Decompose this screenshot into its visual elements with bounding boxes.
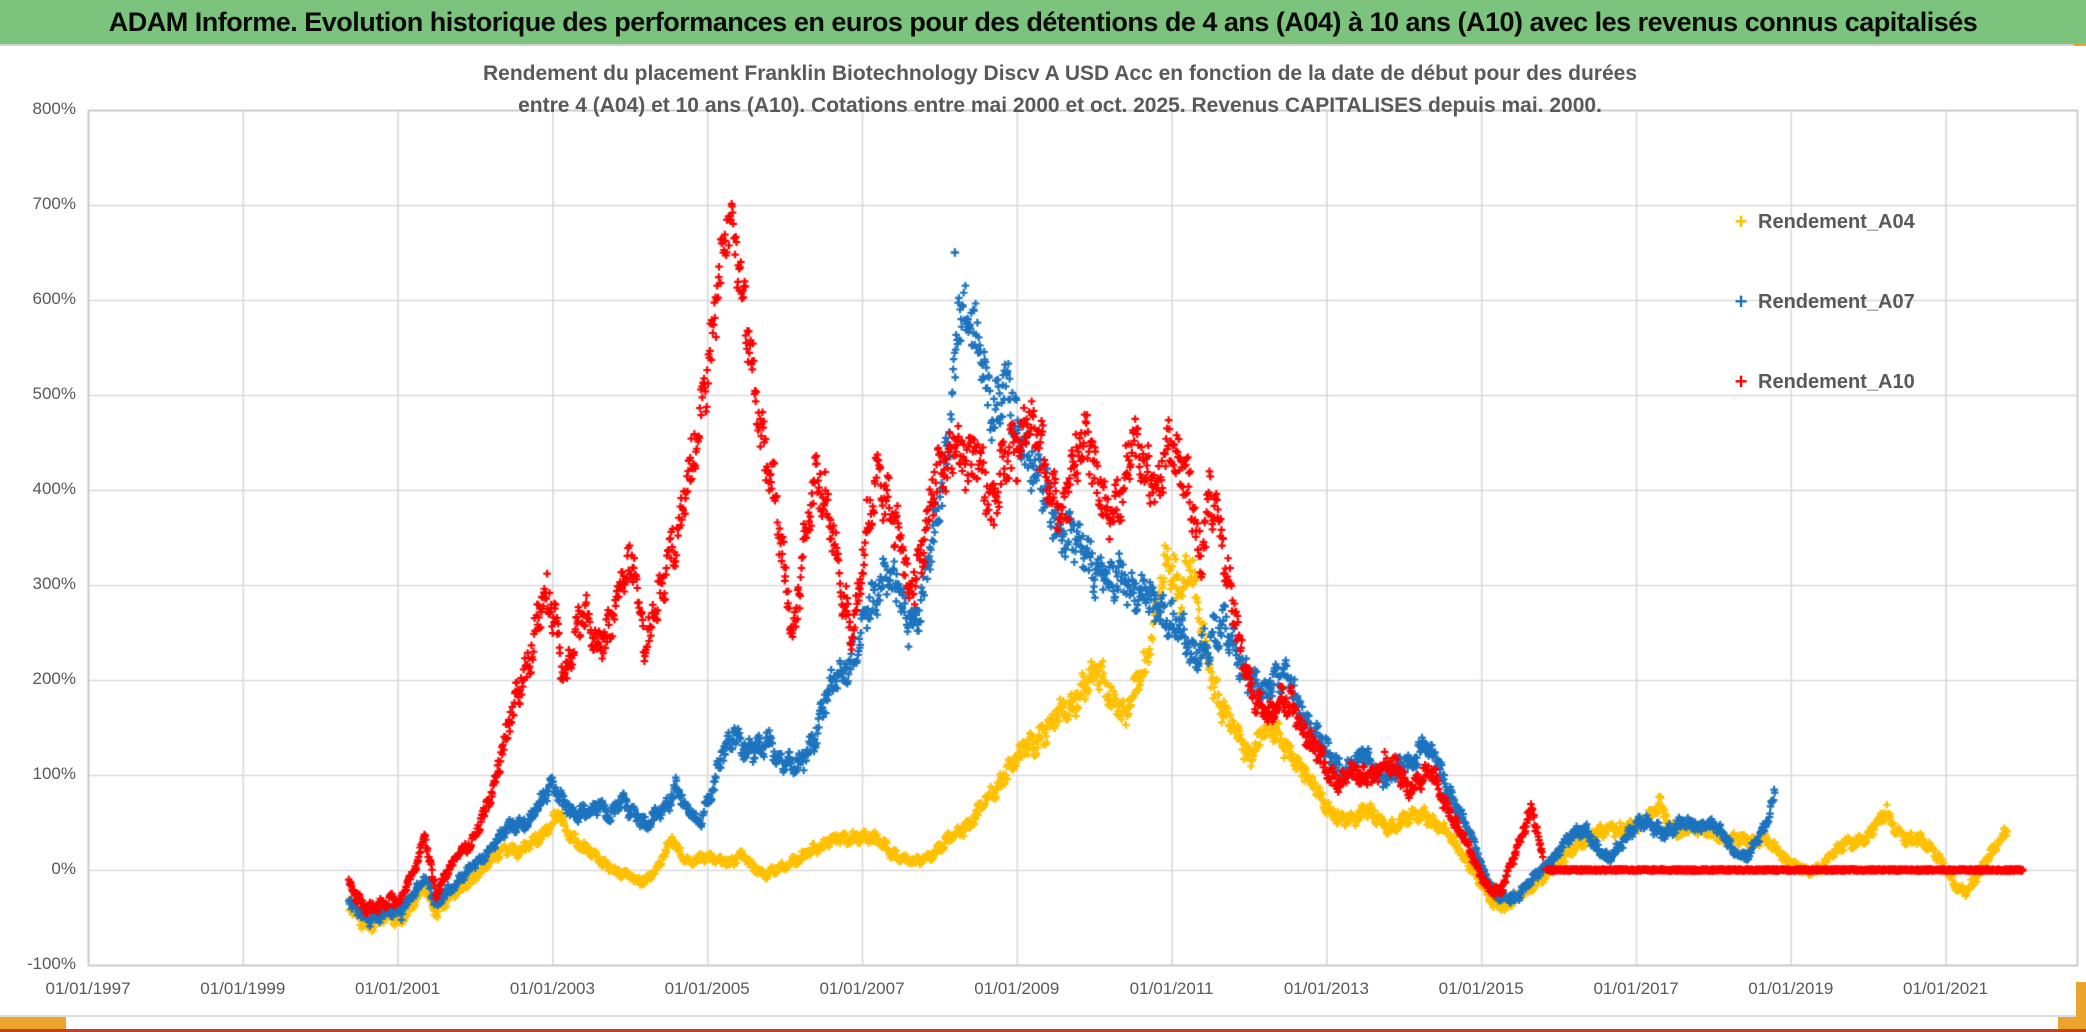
x-axis-tick-label: 01/01/2011 — [1129, 979, 1214, 998]
x-axis-tick-label: 01/01/2007 — [819, 979, 905, 998]
y-axis-tick-label: 0% — [51, 859, 76, 878]
y-axis-tick-label: 800% — [32, 99, 76, 118]
chart-title-line1: Rendement du placement Franklin Biotechn… — [482, 62, 1638, 85]
y-axis-tick-label: 400% — [32, 479, 76, 498]
x-axis-tick-label: 01/01/2017 — [1593, 979, 1679, 998]
bottom-divider — [0, 1015, 2086, 1017]
page-title: ADAM Informe. Evolution historique des p… — [108, 6, 1978, 37]
gold-accent-right-edge — [2076, 982, 2086, 1030]
y-axis-tick-label: 300% — [32, 574, 76, 593]
legend-label: Rendement_A07 — [1758, 290, 1915, 313]
y-axis-tick-label: -100% — [26, 954, 76, 973]
gold-accent-bottom-left — [0, 1017, 66, 1030]
y-axis-tick-label: 600% — [32, 289, 76, 308]
y-axis-tick-label: 100% — [32, 764, 76, 783]
x-axis-tick-label: 01/01/2005 — [664, 979, 750, 998]
x-axis-tick-label: 01/01/2009 — [974, 979, 1060, 998]
x-axis-tick-label: 01/01/2003 — [509, 979, 595, 998]
legend-item-rendement-a04: + Rendement_A04 — [1728, 206, 1915, 238]
x-axis-tick-label: 01/01/2001 — [355, 979, 441, 998]
chart-region: Rendement du placement Franklin Biotechn… — [0, 46, 2086, 1016]
header-banner: ADAM Informe. Evolution historique des p… — [0, 0, 2086, 46]
legend-label: Rendement_A10 — [1758, 370, 1915, 393]
legend-item-rendement-a07: + Rendement_A07 — [1728, 286, 1915, 318]
y-axis-tick-label: 500% — [32, 384, 76, 403]
plus-marker-icon: + — [1734, 209, 1748, 234]
bottom-border-line — [0, 1029, 2086, 1032]
plus-marker-icon: + — [1734, 289, 1748, 314]
x-axis-tick-label: 01/01/2019 — [1748, 979, 1834, 998]
performance-scatter-chart — [0, 46, 2086, 1016]
x-axis-tick-label: 01/01/1997 — [45, 979, 131, 998]
legend-label: Rendement_A04 — [1758, 210, 1915, 233]
x-axis-tick-label: 01/01/2021 — [1903, 979, 1989, 998]
y-axis-tick-label: 700% — [32, 194, 76, 213]
x-axis-tick-label: 01/01/2015 — [1438, 979, 1524, 998]
x-axis-tick-label: 01/01/2013 — [1283, 979, 1369, 998]
plus-marker-icon: + — [1734, 369, 1748, 394]
chart-title-line2: entre 4 (A04) et 10 ans (A10). Cotations… — [518, 94, 1602, 117]
x-axis-tick-label: 01/01/1999 — [200, 979, 286, 998]
y-axis-tick-label: 200% — [32, 669, 76, 688]
legend-item-rendement-a10: + Rendement_A10 — [1728, 366, 1915, 398]
